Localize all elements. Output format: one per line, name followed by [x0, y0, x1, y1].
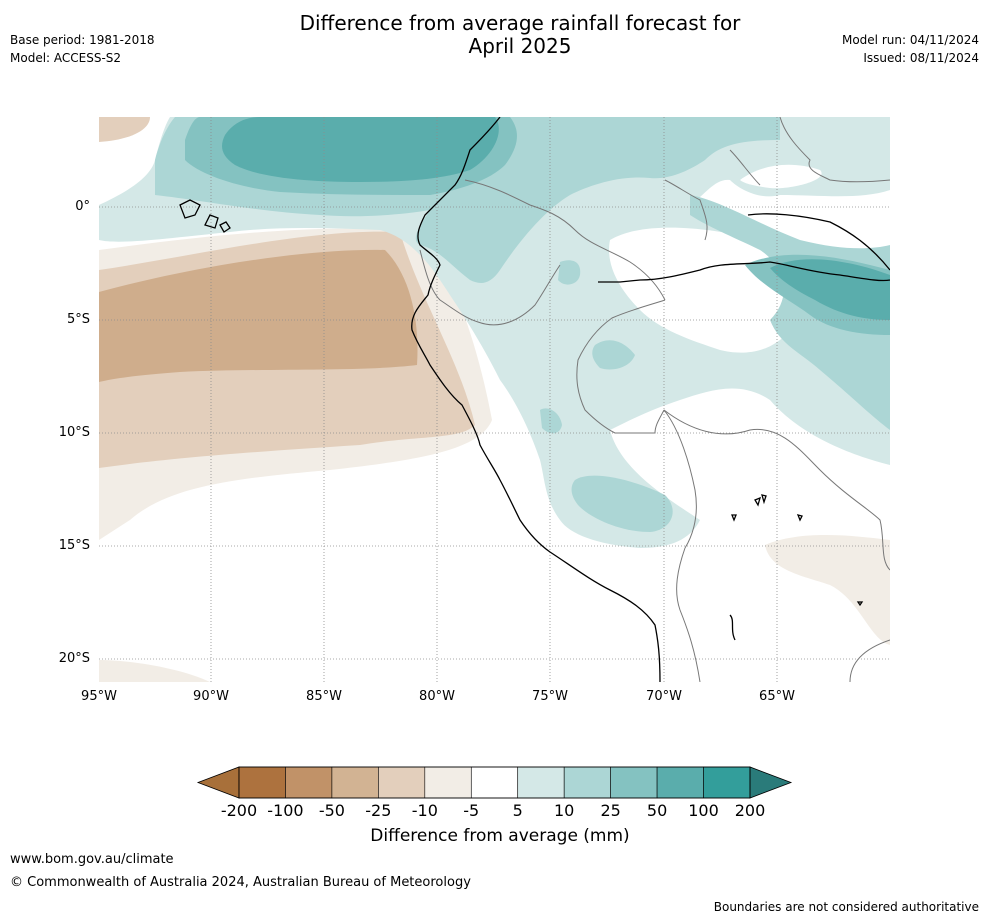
colorbar-tick-label: -5 [463, 801, 480, 820]
lat-label-15s: 15°S [58, 538, 90, 553]
colorbar-tick-label: 25 [600, 801, 621, 820]
lon-label-85w: 85°W [306, 689, 342, 704]
wet-region-light-north [99, 117, 890, 548]
colorbar-tick-label: 200 [734, 801, 766, 820]
colorbar-swatches [238, 766, 751, 799]
lon-label-70w: 70°W [646, 689, 682, 704]
dry-region-strong-west [99, 249, 418, 382]
colorbar-title: Difference from average (mm) [370, 826, 630, 846]
colorbar-tick-label: -200 [220, 801, 258, 820]
dry-neutral-amazon [609, 227, 794, 353]
wet-region-moderate-south [571, 475, 673, 532]
model-run: Model run: 04/11/2024 [841, 33, 979, 47]
dry-region-southwest-corner [99, 660, 210, 682]
colorbar-high-extend [749, 766, 793, 799]
base-period: Base period: 1981-2018 [10, 33, 155, 47]
lon-label-65w: 65°W [759, 689, 795, 704]
wet-region-very-strong-east [770, 259, 890, 320]
copyright-notice: © Commonwealth of Australia 2024, Austra… [10, 875, 471, 890]
dry-region-bolivia [765, 535, 890, 645]
wet-patch-peru-central [592, 340, 635, 370]
wet-patch-peru-south [540, 408, 562, 434]
map-title: Difference from average rainfall forecas… [230, 12, 810, 58]
colorbar-swatch [378, 766, 426, 799]
colorbar-tick-label: -10 [411, 801, 438, 820]
map-area [99, 117, 890, 682]
colorbar-tick-label: -50 [318, 801, 345, 820]
colorbar-swatch [517, 766, 565, 799]
colorbar-tick-label: -100 [267, 801, 304, 820]
colorbar-tick-label: 10 [553, 801, 575, 820]
website-link[interactable]: www.bom.gov.au/climate [10, 852, 174, 867]
lon-label-80w: 80°W [419, 689, 455, 704]
lat-label-10s: 10°S [58, 425, 90, 440]
wet-region-very-strong-north [222, 117, 499, 182]
boundary-disclaimer: Boundaries are not considered authoritat… [713, 900, 979, 914]
lat-label-20s: 20°S [58, 651, 90, 666]
dry-region-northwest-corner [99, 117, 150, 142]
colorbar-outline [238, 766, 751, 799]
colorbar-tick-label: 50 [646, 801, 668, 820]
wet-patch-peru-north [558, 260, 581, 285]
lat-label-5s: 5°S [66, 312, 90, 327]
wet-region-moderate-east [690, 195, 890, 430]
colorbar-tick-label: -25 [365, 801, 392, 820]
graticule [99, 117, 890, 682]
title-line-1: Difference from average rainfall forecas… [299, 11, 741, 35]
model-name: Model: ACCESS-S2 [10, 51, 122, 65]
colorbar-swatch [285, 766, 333, 799]
title-line-2: April 2025 [468, 34, 572, 58]
lat-label-0: 0° [75, 199, 90, 214]
lon-label-75w: 75°W [532, 689, 568, 704]
lon-label-90w: 90°W [193, 689, 229, 704]
lon-label-95w: 95°W [81, 689, 117, 704]
colorbar-swatch [424, 766, 472, 799]
colorbar-tick-label: 5 [512, 801, 523, 820]
colorbar [196, 766, 793, 799]
dry-neutral-upper [740, 164, 822, 189]
colorbar-swatch [610, 766, 658, 799]
coastline [179, 117, 890, 682]
colorbar-swatch [703, 766, 751, 799]
country-borders [419, 117, 890, 682]
colorbar-swatch [563, 766, 611, 799]
colorbar-swatch [331, 766, 379, 799]
colorbar-tick-label: 100 [688, 801, 719, 820]
colorbar-swatch [238, 766, 286, 799]
colorbar-swatch [470, 766, 519, 799]
issued-date: Issued: 08/11/2024 [863, 51, 979, 65]
colorbar-low-extend [196, 766, 240, 799]
colorbar-swatch [656, 766, 704, 799]
